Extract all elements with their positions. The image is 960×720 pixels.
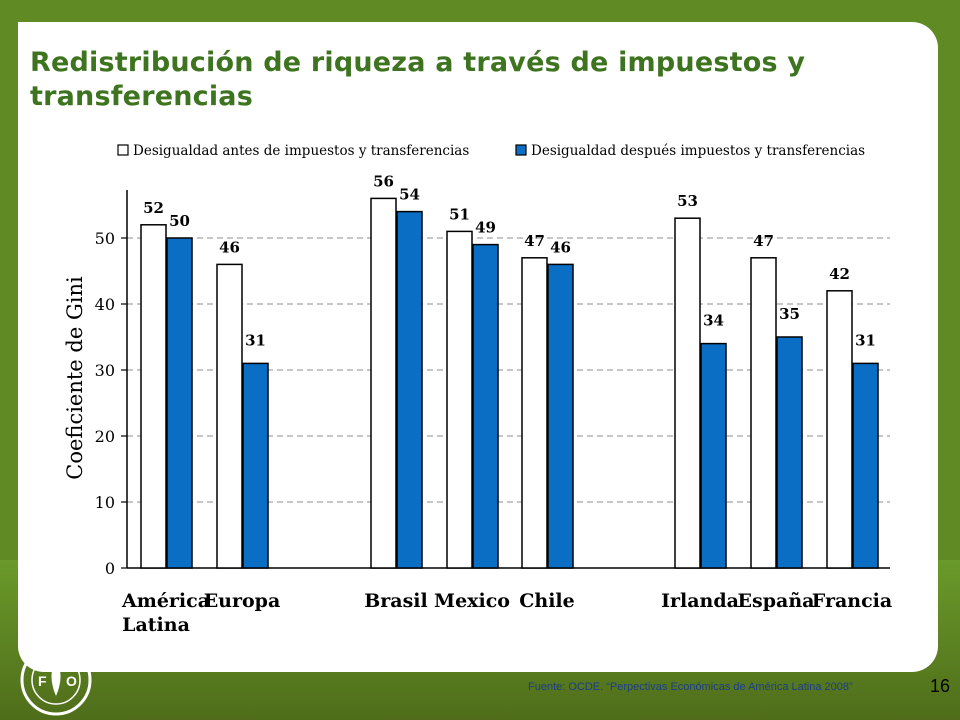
page-number: 16 bbox=[930, 676, 951, 696]
category-label: Irlanda bbox=[661, 590, 739, 612]
y-tick-label: 0 bbox=[105, 559, 115, 578]
bar-before bbox=[446, 230, 473, 569]
source-note: Fuente: OCDE. “Perpectivas Económicas de… bbox=[528, 681, 853, 693]
legend-swatch bbox=[117, 144, 129, 156]
y-tick-label: 40 bbox=[95, 295, 115, 314]
data-label-before: 51 bbox=[449, 205, 470, 223]
y-tick-label: 10 bbox=[95, 493, 115, 512]
category-label: Francia bbox=[812, 590, 892, 612]
bar-after bbox=[396, 210, 423, 569]
category-label: Mexico bbox=[434, 590, 510, 612]
category-label: América bbox=[121, 590, 210, 612]
bar-before bbox=[750, 257, 777, 569]
data-label-before: 46 bbox=[219, 238, 240, 256]
y-tick-label: 50 bbox=[95, 229, 115, 248]
data-label-after: 31 bbox=[855, 331, 876, 349]
data-label-after: 54 bbox=[399, 186, 420, 204]
bar-after bbox=[776, 336, 803, 569]
data-label-before: 53 bbox=[677, 192, 698, 210]
data-labels: 52 50 46 31 56 54 51 49 47 46 53 34 47 35 42 31 bbox=[143, 172, 876, 349]
bar-before bbox=[826, 290, 853, 569]
data-label-after: 46 bbox=[550, 238, 571, 256]
bar-before bbox=[370, 197, 397, 569]
data-label-after: 35 bbox=[779, 305, 800, 323]
bar-after bbox=[700, 342, 727, 569]
data-label-before: 47 bbox=[524, 232, 545, 250]
y-axis-label: Coeficiente de Gini bbox=[63, 276, 87, 480]
bar-after bbox=[472, 243, 499, 569]
y-tick-label: 30 bbox=[95, 361, 115, 380]
category-label: Chile bbox=[519, 590, 574, 612]
category-label: Brasil bbox=[364, 590, 428, 612]
data-label-before: 52 bbox=[143, 199, 164, 217]
y-tick-label: 20 bbox=[95, 427, 115, 446]
bar-after bbox=[242, 362, 269, 569]
legend-label: Desigualdad antes de impuestos y transfe… bbox=[133, 143, 469, 159]
svg-text:F: F bbox=[38, 673, 47, 689]
data-label-after: 49 bbox=[475, 219, 496, 237]
legend-swatch bbox=[515, 144, 527, 156]
bar-after bbox=[547, 263, 574, 569]
bar-before bbox=[674, 217, 701, 569]
bar-after bbox=[852, 362, 879, 569]
data-label-after: 34 bbox=[703, 312, 724, 330]
category-label: Latina bbox=[122, 614, 190, 636]
category-label: España bbox=[738, 590, 815, 612]
data-label-after: 31 bbox=[245, 331, 266, 349]
bar-before bbox=[140, 224, 167, 569]
data-label-before: 42 bbox=[829, 265, 850, 283]
slide-title: Redistribución de riqueza a través de im… bbox=[30, 47, 806, 112]
legend-label: Desigualdad después impuestos y transfer… bbox=[531, 143, 865, 159]
bar-before bbox=[521, 257, 548, 569]
bars bbox=[140, 197, 879, 569]
fao-logo: F O bbox=[20, 644, 92, 716]
legend: Desigualdad antes de impuestos y transfe… bbox=[117, 143, 865, 159]
svg-text:O: O bbox=[66, 673, 77, 689]
data-label-before: 56 bbox=[373, 172, 394, 190]
bar-before bbox=[216, 263, 243, 569]
data-label-before: 47 bbox=[753, 232, 774, 250]
category-label: Europa bbox=[204, 590, 281, 612]
data-label-after: 50 bbox=[169, 212, 190, 230]
bar-after bbox=[166, 237, 193, 569]
